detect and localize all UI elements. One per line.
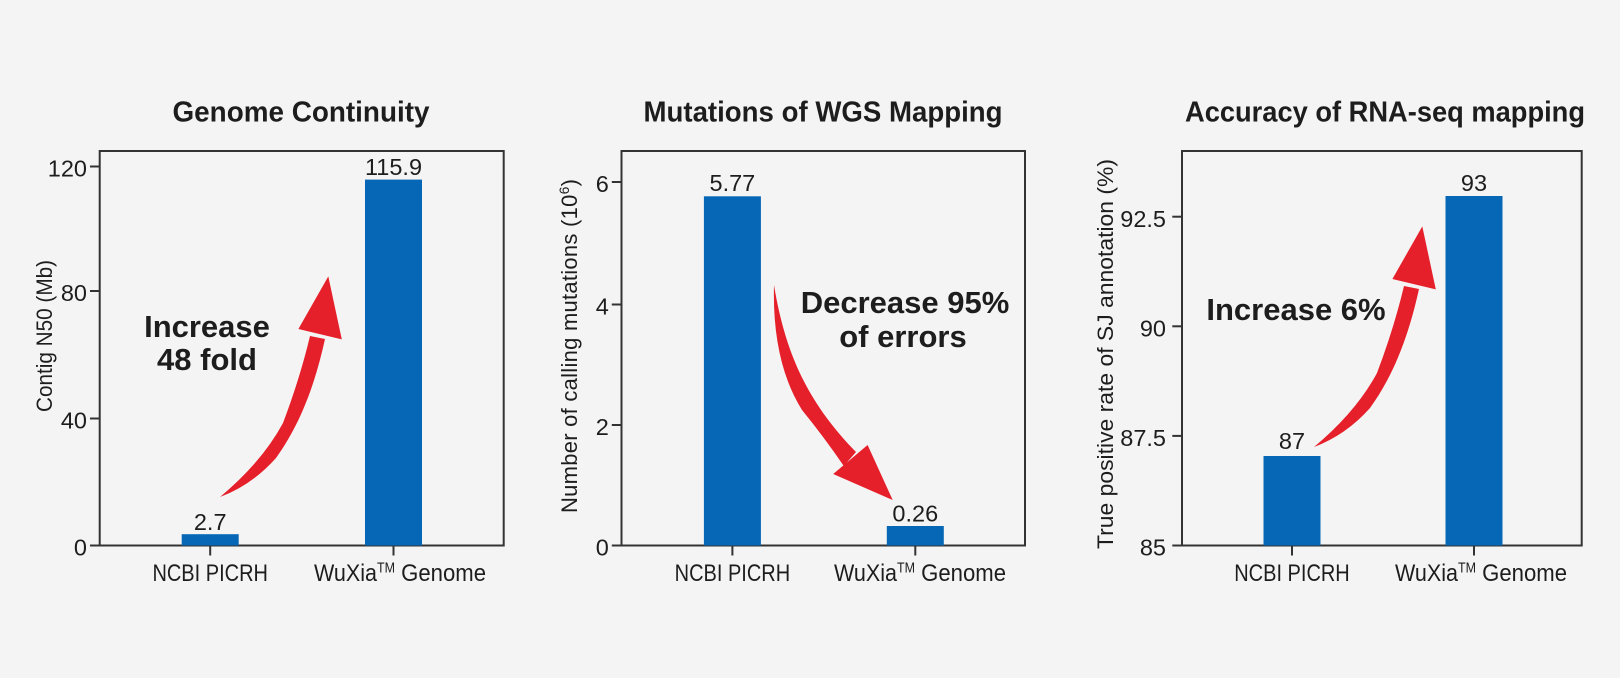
svg-text:87: 87 <box>1279 428 1305 454</box>
svg-text:of errors: of errors <box>839 319 966 354</box>
svg-text:0: 0 <box>74 535 87 561</box>
svg-text:2.7: 2.7 <box>194 509 227 535</box>
svg-text:85: 85 <box>1140 535 1166 561</box>
svg-text:48 fold: 48 fold <box>157 342 257 377</box>
svg-text:WuXiaTM Genome: WuXiaTM Genome <box>834 560 1006 587</box>
svg-text:NCBI PICRH: NCBI PICRH <box>675 560 791 587</box>
svg-text:Increase 6%: Increase 6% <box>1206 292 1385 327</box>
svg-text:93: 93 <box>1461 170 1487 196</box>
svg-text:4: 4 <box>596 294 609 320</box>
svg-text:Genome Continuity: Genome Continuity <box>173 97 430 129</box>
svg-text:0.26: 0.26 <box>892 501 938 527</box>
svg-text:Decrease 95%: Decrease 95% <box>801 285 1010 320</box>
svg-text:Accuracy of RNA-seq mapping: Accuracy of RNA-seq mapping <box>1185 97 1585 129</box>
svg-text:80: 80 <box>61 280 87 306</box>
svg-text:Increase: Increase <box>144 309 270 344</box>
svg-text:115.9: 115.9 <box>365 154 422 180</box>
svg-text:6: 6 <box>596 171 609 197</box>
svg-text:0: 0 <box>596 535 609 561</box>
svg-text:NCBI PICRH: NCBI PICRH <box>152 560 268 587</box>
svg-text:Number of calling mutations (1: Number of calling mutations (106) <box>556 179 582 513</box>
svg-text:90: 90 <box>1140 316 1166 342</box>
svg-text:120: 120 <box>48 156 87 182</box>
svg-text:Contig N50 (Mb): Contig N50 (Mb) <box>32 260 57 412</box>
svg-text:Mutations of WGS Mapping: Mutations of WGS Mapping <box>644 97 1003 129</box>
svg-text:NCBI PICRH: NCBI PICRH <box>1234 560 1350 587</box>
svg-text:92.5: 92.5 <box>1120 206 1166 232</box>
svg-text:WuXiaTM Genome: WuXiaTM Genome <box>314 560 486 587</box>
svg-text:WuXiaTM Genome: WuXiaTM Genome <box>1395 560 1567 587</box>
svg-text:5.77: 5.77 <box>710 170 756 196</box>
svg-text:87.5: 87.5 <box>1120 425 1166 451</box>
svg-text:40: 40 <box>61 408 87 434</box>
svg-text:2: 2 <box>596 414 609 440</box>
svg-text:True positive rate of SJ annot: True positive rate of SJ annotation (%) <box>1093 159 1118 549</box>
